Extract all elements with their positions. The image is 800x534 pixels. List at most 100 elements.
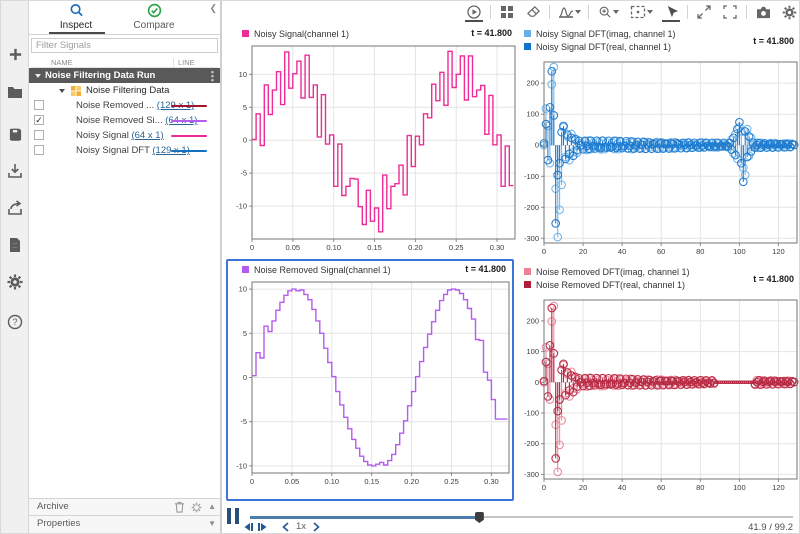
legend-label: Noise Removed DFT(imag, channel 1) [536, 266, 690, 277]
fullscreen-button[interactable] [720, 2, 740, 22]
signal-row[interactable]: ✓ Noise Removed Si... (64 x 1) [29, 113, 220, 128]
collapse-panel-icon[interactable]: ❮ [209, 3, 217, 13]
svg-text:40: 40 [618, 483, 626, 492]
add-icon [9, 48, 21, 60]
kebab-menu-icon[interactable]: • • • [210, 67, 214, 85]
check-circle-icon [119, 3, 189, 20]
clear-plots-button[interactable] [523, 2, 543, 22]
properties-label: Properties [37, 518, 81, 529]
open-folder-icon [8, 87, 22, 98]
properties-section-header[interactable]: Properties ▼ [29, 515, 220, 533]
signal-row[interactable]: Noisy Signal DFT (129 x 1) [29, 143, 220, 158]
legend-label: Noisy Signal DFT(imag, channel 1) [536, 28, 676, 39]
zoom-menu-button[interactable] [595, 2, 621, 22]
settings-button[interactable] [1, 267, 29, 297]
speed-value[interactable]: 1x [296, 521, 307, 532]
slower-chevron-icon[interactable] [282, 521, 289, 532]
filter-signals-input[interactable] [31, 38, 218, 53]
fullscreen-icon [723, 5, 737, 19]
plot-settings-button[interactable] [779, 2, 799, 22]
dataset-row[interactable]: Noise Filtering Data [29, 83, 220, 98]
slider-track[interactable] [250, 516, 793, 518]
gear-icon[interactable] [191, 502, 202, 513]
run-group-label: Noise Filtering Data Run [45, 70, 156, 81]
fit-to-view-button[interactable] [627, 2, 655, 22]
chart-noisy-signal[interactable]: Noisy Signal(channel 1) t = 41.800 0 0.05… [228, 25, 518, 257]
time-readout: t = 41.800 [753, 274, 794, 284]
chevron-down-icon[interactable]: ▼ [208, 519, 216, 528]
save-button[interactable] [1, 119, 29, 149]
dropdown-caret-icon [574, 10, 581, 14]
signal-name: Noise Removed ... [76, 100, 155, 111]
legend-swatch [524, 43, 531, 50]
tab-inspect[interactable]: Inspect [41, 2, 111, 31]
svg-text:-100: -100 [524, 409, 539, 418]
plot-area[interactable]: 0 0.05 0.10 0.15 0.20 0.25 0.30 -10 -5 0 5 10 [228, 277, 512, 499]
pause-icon [227, 508, 231, 524]
svg-text:60: 60 [657, 483, 665, 492]
signal-line-swatch [171, 105, 207, 108]
signal-style-icon [558, 7, 573, 18]
svg-text:0.05: 0.05 [285, 477, 300, 486]
svg-text:10: 10 [239, 70, 247, 79]
signal-checkbox[interactable] [34, 100, 44, 110]
chevron-up-icon[interactable]: ▲ [208, 502, 216, 511]
svg-text:120: 120 [772, 483, 785, 492]
record-play-button[interactable] [464, 2, 484, 22]
signal-dims-link[interactable]: (64 x 1) [131, 130, 164, 141]
column-header: NAME LINE [31, 55, 218, 68]
plot-area[interactable]: 0 20 40 60 80 100 120 -300 -200 -100 0 100 200 [520, 57, 799, 257]
snapshot-button[interactable] [753, 2, 773, 22]
export-button[interactable] [1, 193, 29, 223]
signal-checkbox[interactable] [34, 130, 44, 140]
signal-row[interactable]: Noisy Signal (64 x 1) [29, 128, 220, 143]
layout-grid-button[interactable] [497, 2, 517, 22]
trash-icon[interactable] [174, 501, 185, 513]
dataset-caret-icon[interactable] [59, 89, 65, 93]
legend-label: Noise Removed DFT(real, channel 1) [536, 279, 686, 290]
svg-text:-100: -100 [524, 172, 539, 181]
slider-thumb[interactable] [474, 512, 484, 523]
step-back-icon[interactable] [242, 522, 254, 532]
signal-checkbox[interactable] [34, 145, 44, 155]
chart-noise-removed-dft[interactable]: Noise Removed DFT(imag, channel 1) Noise… [520, 263, 799, 493]
svg-text:100: 100 [526, 347, 539, 356]
gear-icon [7, 274, 23, 290]
chart-noise-removed-signal[interactable]: Noise Removed Signal(channel 1) t = 41.8… [226, 259, 514, 501]
signal-name: Noisy Signal DFT [76, 145, 150, 156]
plot-area[interactable]: 0 0.05 0.10 0.15 0.20 0.25 0.30 -10 -5 0 5 10 [228, 41, 518, 257]
signal-name: Noisy Signal [76, 130, 129, 141]
export-icon [8, 200, 22, 215]
report-button[interactable] [1, 230, 29, 260]
import-button[interactable] [1, 156, 29, 186]
svg-text:80: 80 [696, 247, 704, 256]
archive-section-header[interactable]: Archive ▲ [29, 498, 220, 515]
svg-text:100: 100 [733, 483, 746, 492]
open-folder-button[interactable] [1, 77, 29, 107]
collapse-caret-icon[interactable] [35, 74, 41, 78]
pointer-tool-button[interactable] [661, 2, 681, 22]
signal-checkbox[interactable]: ✓ [34, 115, 44, 125]
step-forward-icon[interactable] [257, 522, 269, 532]
svg-text:100: 100 [526, 110, 539, 119]
run-group-header[interactable]: Noise Filtering Data Run • • • [29, 67, 220, 85]
svg-text:0.10: 0.10 [326, 243, 341, 252]
signal-style-menu-button[interactable] [556, 2, 582, 22]
time-slider[interactable] [250, 512, 793, 523]
chart-noisy-dft[interactable]: Noisy Signal DFT(imag, channel 1) Noisy … [520, 25, 799, 257]
signal-row[interactable]: Noise Removed ... (129 x 1) [29, 98, 220, 113]
plot-area[interactable]: 0 20 40 60 80 100 120 -300 -200 -100 0 100 200 [520, 295, 799, 493]
tab-compare[interactable]: Compare [119, 2, 189, 31]
tab-compare-label: Compare [133, 20, 175, 31]
layout-grid-icon [501, 6, 513, 18]
help-button[interactable]: ? [1, 307, 29, 337]
expand-button[interactable] [694, 2, 714, 22]
svg-text:0.20: 0.20 [404, 477, 419, 486]
pause-button[interactable] [227, 508, 241, 524]
playback-bar: 1x 41.9 / 99.2 [224, 505, 799, 533]
fit-to-view-icon [630, 5, 645, 19]
time-readout: t = 41.800 [753, 36, 794, 46]
add-button[interactable] [1, 39, 29, 69]
faster-chevron-icon[interactable] [313, 521, 320, 532]
gear-icon [782, 5, 796, 19]
